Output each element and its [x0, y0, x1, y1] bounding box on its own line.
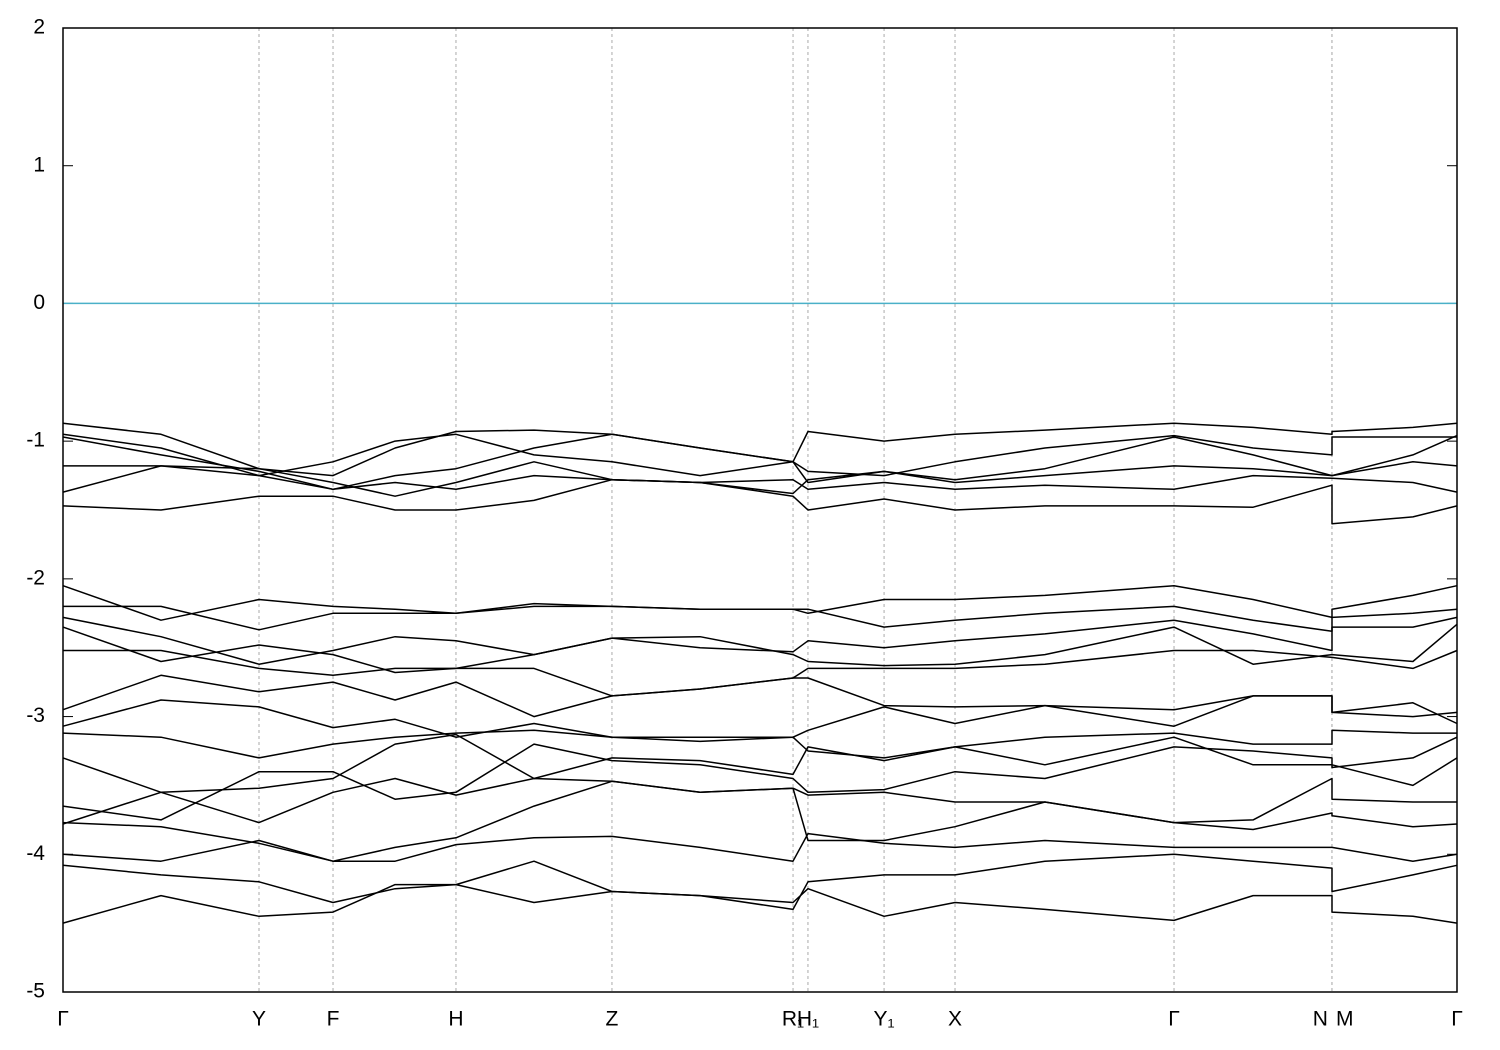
x-tick-label: Y₁: [874, 1008, 895, 1031]
x-tick-label: R₁: [782, 1008, 804, 1031]
x-tick-label: Z: [606, 1008, 619, 1031]
band-line: [62, 780, 1458, 862]
y-tick-label: 0: [33, 291, 45, 314]
band-line: [62, 465, 1458, 493]
band-line: [62, 433, 1457, 477]
band-line: [62, 674, 1458, 727]
y-tick-label: -3: [26, 704, 45, 727]
x-tick-label: F: [327, 1008, 340, 1031]
band-line: [62, 743, 1458, 821]
band-line: [62, 616, 1458, 665]
band-line: [63, 649, 1458, 697]
x-tick-label: Y: [252, 1008, 266, 1031]
band-line: [63, 461, 1458, 497]
band-line: [62, 777, 1457, 825]
band-line: [62, 883, 1458, 924]
x-tick-label: H₁: [797, 1008, 819, 1031]
y-tick-label: -2: [26, 566, 45, 589]
x-tick-label: Γ: [1168, 1008, 1180, 1031]
band-line: [62, 832, 1458, 862]
plot-frame: [62, 27, 1458, 993]
band-line: [62, 584, 1458, 621]
y-tick-label: -1: [26, 429, 45, 452]
band-line: [62, 623, 1458, 674]
x-tick-label: H: [448, 1008, 463, 1031]
y-tick-label: 2: [33, 16, 45, 39]
y-tick-label: -4: [26, 842, 45, 865]
x-tick-label: Γ: [57, 1008, 69, 1031]
y-tick-label: 1: [33, 153, 45, 176]
band-line: [62, 422, 1458, 477]
band-line: [62, 695, 1458, 743]
band-line: [62, 478, 1458, 525]
x-tick-label: N: [1313, 1008, 1328, 1031]
band-line: [62, 733, 1458, 794]
x-tick-label: M: [1336, 1008, 1354, 1031]
band-line: [63, 602, 1458, 632]
band-line: [62, 853, 1458, 911]
y-tick-label: -5: [26, 980, 45, 1003]
x-tick-label: X: [948, 1008, 962, 1031]
band-line: [62, 729, 1457, 759]
x-tick-label: Γ: [1451, 1008, 1463, 1031]
